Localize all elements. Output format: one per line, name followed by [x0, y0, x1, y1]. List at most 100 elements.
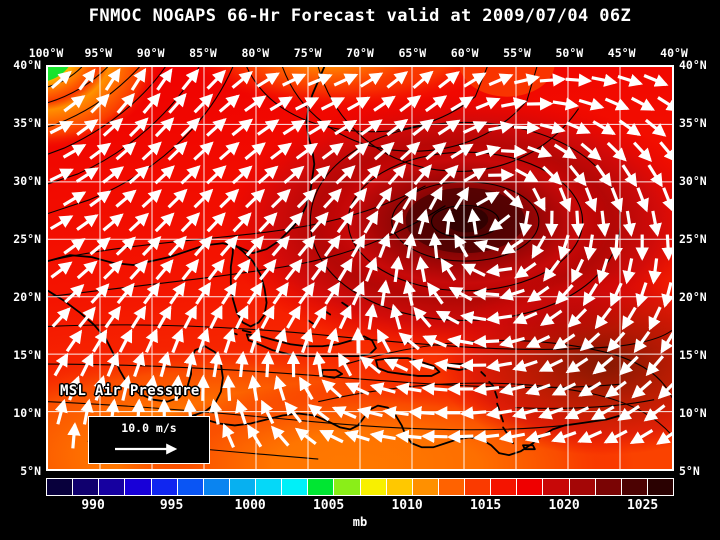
lat-tick-1: 35°N: [13, 116, 41, 130]
wind-vector: [128, 117, 149, 138]
lat-tick-2: 30°N: [679, 174, 707, 188]
wind-vector: [503, 189, 524, 209]
wind-vector: [333, 73, 359, 87]
map-plot-area[interactable]: MSL Air Pressure 10.0 m/s: [46, 65, 674, 471]
wind-vector: [63, 238, 86, 255]
wind-vector: [206, 117, 227, 137]
wind-vector: [167, 141, 188, 161]
wind-vector: [206, 165, 227, 185]
lat-tick-0: 40°N: [679, 58, 707, 72]
wind-vector: [399, 141, 421, 161]
wind-vector: [603, 429, 628, 444]
wind-vector: [403, 232, 417, 259]
wind-vector: [571, 258, 585, 284]
wind-vector: [519, 210, 533, 237]
wind-vector: [270, 425, 290, 447]
wind-vector: [324, 281, 341, 305]
wind-vector: [412, 118, 435, 137]
wind-vector: [299, 376, 314, 401]
wind-vector: [128, 212, 150, 232]
wind-vector: [335, 165, 356, 185]
wind-vector: [382, 406, 409, 420]
wind-vector: [347, 142, 370, 161]
wind-vector: [402, 186, 418, 210]
wind-vector: [92, 329, 108, 353]
colorbar-unit-label: mb: [352, 515, 368, 529]
wind-vector: [118, 328, 133, 353]
wind-vector: [246, 281, 263, 305]
wind-vector: [566, 121, 591, 135]
colorbar-swatch-10: [308, 479, 335, 495]
wind-vector: [145, 328, 158, 353]
wind-vector: [221, 281, 237, 305]
colorbar-swatch-2: [99, 479, 126, 495]
wind-vector: [532, 187, 546, 212]
wind-vector: [76, 119, 99, 136]
wind-vector: [595, 164, 612, 188]
wind-vector: [206, 69, 227, 90]
colorbar-swatch-23: [647, 479, 673, 495]
lat-tick-6: 10°N: [13, 406, 41, 420]
wind-vector: [129, 259, 149, 281]
wind-vector: [386, 118, 409, 137]
wind-vector: [399, 95, 422, 113]
wind-vector: [596, 210, 611, 237]
lon-tick-11: 45°W: [607, 46, 636, 60]
wind-vector: [282, 119, 306, 136]
wind-vector: [103, 259, 123, 280]
colorbar-tick-5: 1015: [469, 498, 502, 513]
lat-tick-7: 5°N: [679, 464, 700, 478]
wind-vector: [498, 430, 526, 444]
lat-tick-6: 10°N: [679, 406, 707, 420]
wind-vector: [512, 359, 538, 372]
wind-vector: [610, 187, 623, 213]
wind-vector: [321, 142, 344, 160]
wind-vector: [64, 283, 85, 304]
wind-vector: [428, 232, 443, 259]
wind-vector: [247, 424, 263, 448]
lat-tick-5: 15°N: [13, 348, 41, 362]
field-label: MSL Air Pressure: [60, 383, 200, 399]
wind-vector: [334, 119, 358, 136]
wind-vector: [662, 187, 672, 213]
wind-vector: [386, 71, 409, 89]
wind-vector: [500, 97, 528, 111]
wind-vector: [89, 142, 112, 160]
wind-vector: [636, 187, 649, 213]
wind-vector: [76, 260, 98, 280]
lon-tick-7: 65°W: [398, 46, 427, 60]
wind-vector: [525, 383, 551, 396]
wind-vector: [622, 210, 637, 237]
wind-vector: [235, 350, 249, 378]
wind-vector: [209, 398, 223, 425]
wind-vector: [604, 97, 630, 111]
wind-vector: [349, 187, 368, 210]
wind-vector: [269, 96, 293, 112]
wind-vector: [102, 213, 124, 232]
lat-tick-3: 25°N: [13, 232, 41, 246]
wind-vector: [244, 95, 267, 113]
colorbar-tick-1: 995: [159, 498, 184, 513]
wind-vector: [524, 430, 551, 444]
wind-vector: [395, 382, 422, 396]
wind-vector: [157, 305, 172, 329]
wind-vector: [248, 327, 262, 354]
wind-vector: [514, 262, 537, 279]
wind-vector: [363, 210, 379, 234]
pressure-colorbar: [46, 478, 674, 496]
colorbar-swatch-0: [47, 479, 74, 495]
wind-vector: [648, 306, 662, 331]
wind-vector: [257, 165, 279, 185]
wind-vector: [65, 329, 83, 353]
lon-tick-6: 70°W: [346, 46, 374, 60]
wind-vector: [579, 332, 601, 352]
wind-vector: [485, 263, 513, 277]
wind-vector: [141, 141, 162, 161]
wind-vector: [501, 144, 528, 159]
wind-vector: [141, 189, 162, 209]
lon-tick-8: 60°W: [450, 46, 479, 60]
wind-vector: [307, 403, 330, 422]
wind-vector: [557, 234, 571, 261]
wind-vector: [130, 305, 147, 329]
wind-vector: [319, 429, 344, 444]
